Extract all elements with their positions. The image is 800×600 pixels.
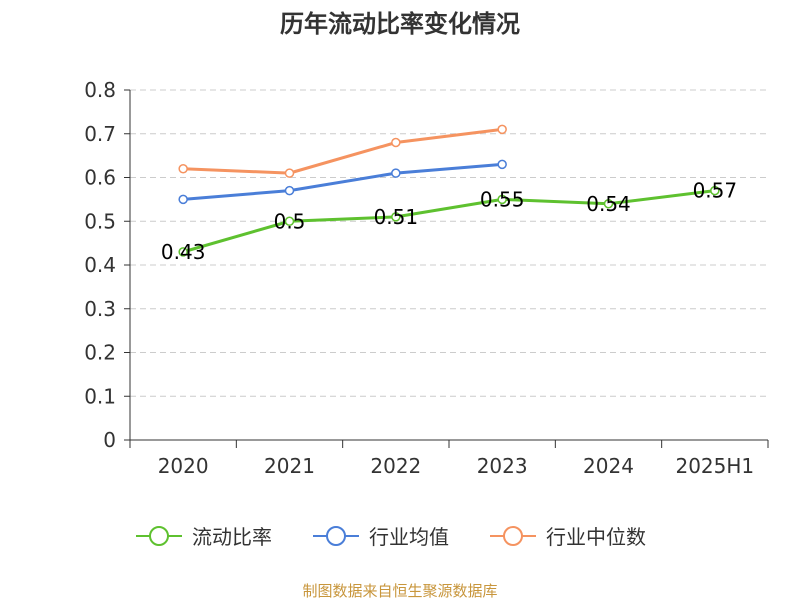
y-tick-label: 0.5 bbox=[84, 209, 116, 233]
y-tick-label: 0.3 bbox=[84, 297, 116, 321]
legend-label-2: 行业中位数 bbox=[546, 525, 646, 549]
x-tick-label: 2024 bbox=[583, 454, 634, 478]
series-point-0 bbox=[710, 185, 720, 196]
y-tick-label: 0.1 bbox=[84, 384, 116, 408]
y-tick-label: 0.8 bbox=[84, 78, 116, 102]
x-tick-label: 2023 bbox=[477, 454, 528, 478]
series-point-1 bbox=[178, 194, 188, 205]
series-line-1 bbox=[183, 162, 503, 201]
legend-label-1: 行业均值 bbox=[369, 525, 449, 549]
x-tick-label: 2020 bbox=[158, 454, 209, 478]
series-line-0 bbox=[182, 189, 716, 254]
data-label: 0.57 bbox=[693, 179, 738, 203]
legend-marker-2 bbox=[503, 526, 523, 546]
y-tick-label: 0.6 bbox=[84, 166, 116, 190]
data-label: 0.43 bbox=[161, 240, 206, 264]
y-tick-label: 0.2 bbox=[84, 341, 116, 365]
y-tick-label: 0.7 bbox=[84, 122, 116, 146]
x-tick-label: 2025H1 bbox=[675, 454, 754, 478]
series-point-2 bbox=[391, 137, 401, 148]
x-tick-label: 2022 bbox=[370, 454, 421, 478]
y-tick-label: 0.4 bbox=[84, 253, 116, 277]
series-lines bbox=[178, 124, 720, 257]
series-point-0 bbox=[497, 194, 507, 205]
series-point-1 bbox=[284, 185, 295, 196]
series-line-2 bbox=[183, 127, 503, 175]
data-label: 0.54 bbox=[586, 192, 631, 216]
data-label: 0.55 bbox=[480, 187, 525, 211]
legend-marker-0 bbox=[149, 526, 169, 546]
legend-marker-1 bbox=[326, 526, 346, 546]
series-point-2 bbox=[284, 168, 295, 178]
legend: 流动比率 行业均值 行业中位数 bbox=[136, 525, 646, 549]
series-point-0 bbox=[603, 199, 614, 209]
series-point-2 bbox=[497, 124, 507, 135]
series-point-1 bbox=[497, 159, 507, 170]
gridlines bbox=[130, 89, 768, 397]
series-point-0 bbox=[284, 216, 295, 226]
x-tick-label: 2021 bbox=[264, 454, 315, 478]
legend-label-0: 流动比率 bbox=[192, 525, 272, 549]
data-label: 0.51 bbox=[374, 205, 419, 229]
data-labels: 0.43 0.5 0.51 0.55 0.54 0.57 bbox=[161, 179, 737, 264]
source-note: 制图数据来自恒生聚源数据库 bbox=[302, 582, 497, 600]
series-point-0 bbox=[178, 247, 188, 257]
series-point-0 bbox=[391, 212, 401, 222]
y-tick-label: 0 bbox=[103, 428, 116, 452]
series-point-2 bbox=[178, 164, 188, 174]
data-label: 0.5 bbox=[274, 209, 306, 233]
chart-title: 历年流动比率变化情况 bbox=[280, 10, 520, 38]
axes: 0 0.1 0.2 0.3 0.4 0.5 0.6 0.7 0.8 2020 2021 2022 202… bbox=[84, 78, 769, 478]
series-point-1 bbox=[391, 168, 401, 178]
